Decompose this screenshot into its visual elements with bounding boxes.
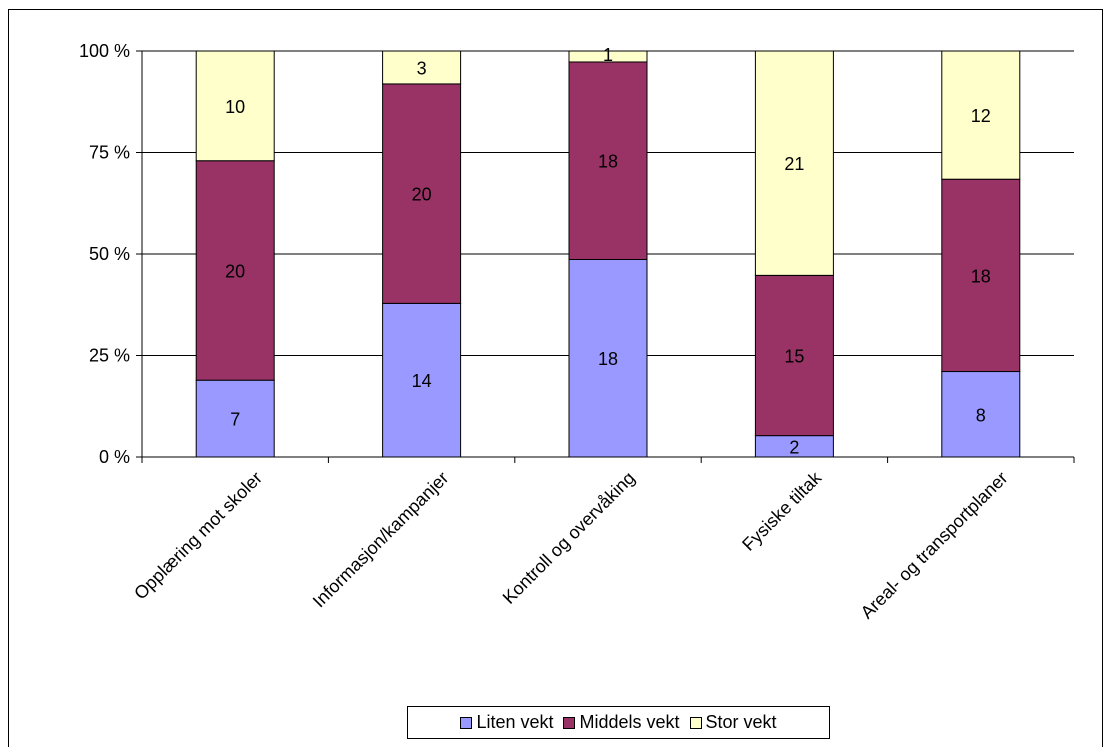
bar-segment	[941, 50, 1021, 180]
y-tick-label: 75 %	[89, 143, 130, 163]
x-category-label: Fysiske tiltak	[738, 467, 826, 555]
legend-item-stor-vekt: Stor vekt	[689, 712, 777, 733]
bar-segment	[195, 50, 275, 162]
data-label: 1	[603, 45, 613, 65]
data-label: 20	[225, 261, 245, 281]
legend-swatch-liten-vekt	[460, 716, 473, 729]
bar-segment	[941, 178, 1021, 373]
bar-segment	[568, 258, 648, 458]
legend: Liten vekt Middels vekt Stor vekt	[407, 706, 830, 739]
legend-label-liten-vekt: Liten vekt	[476, 712, 554, 732]
data-label: 10	[225, 97, 245, 117]
data-label: 18	[598, 152, 618, 172]
data-label: 18	[971, 266, 991, 286]
data-label: 12	[971, 106, 991, 126]
data-label: 20	[412, 185, 432, 205]
x-category-label: Kontroll og overvåking	[499, 468, 639, 608]
y-tick-label: 50 %	[89, 244, 130, 264]
bar-segment	[754, 274, 834, 437]
data-label: 14	[412, 371, 432, 391]
bar-segment	[568, 61, 648, 260]
bar-segment	[568, 50, 648, 63]
x-category-label: Informasjon/kampanjer	[309, 468, 453, 612]
legend-label-middels-vekt: Middels vekt	[579, 712, 680, 732]
data-label: 3	[417, 58, 427, 78]
legend-label-stor-vekt: Stor vekt	[705, 712, 777, 732]
data-label: 21	[784, 154, 804, 174]
legend-swatch-stor-vekt	[689, 716, 702, 729]
bar-segment	[195, 160, 275, 381]
x-category-label: Areal- og transportplaner	[857, 468, 1012, 623]
y-tick-label: 25 %	[89, 346, 130, 366]
bar-segment	[382, 50, 462, 85]
legend-item-liten-vekt: Liten vekt	[460, 712, 553, 733]
data-label: 15	[784, 347, 804, 367]
chart-frame	[8, 9, 1103, 747]
bar-segment	[382, 83, 462, 304]
legend-swatch-middels-vekt	[563, 716, 576, 729]
data-label: 18	[598, 349, 618, 369]
data-label: 2	[789, 437, 799, 457]
legend-item-middels-vekt: Middels vekt	[563, 712, 680, 733]
bar-segment	[195, 379, 275, 458]
bar-segment	[754, 50, 834, 276]
x-category-label: Opplæring mot skoler	[130, 468, 266, 604]
data-label: 8	[976, 405, 986, 425]
bar-segment	[941, 371, 1021, 458]
y-tick-label: 100 %	[79, 41, 130, 61]
y-tick-label: 0 %	[99, 447, 130, 467]
data-label: 7	[230, 410, 240, 430]
